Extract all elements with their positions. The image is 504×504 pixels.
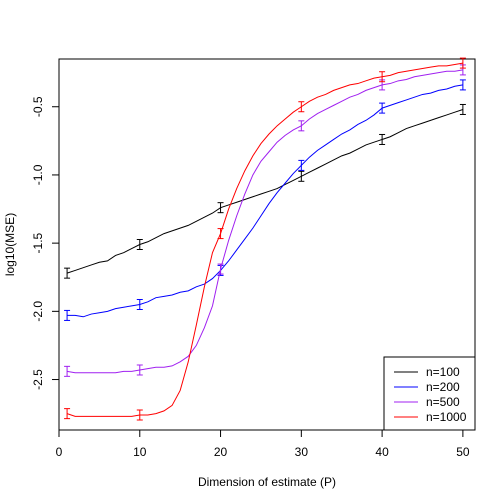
legend-box xyxy=(383,356,476,431)
series-n=500 xyxy=(64,64,466,377)
y-tick-label: -1.0 xyxy=(31,164,45,185)
series-line xyxy=(66,69,463,374)
series-n=100 xyxy=(64,103,466,279)
series-n=1000 xyxy=(64,57,466,421)
x-tick-label: 0 xyxy=(56,445,63,459)
y-axis-label: log10(MSE) xyxy=(3,213,17,276)
y-tick-label: -1.5 xyxy=(31,232,45,253)
x-axis-label: Dimension of estimate (P) xyxy=(198,475,336,489)
legend-label: n=500 xyxy=(426,395,460,409)
x-tick-label: 10 xyxy=(133,445,147,459)
y-tick-label: -2.5 xyxy=(31,369,45,390)
y-tick-label: -2.0 xyxy=(31,301,45,322)
x-axis: 0 10 20 30 40 50 xyxy=(56,429,470,459)
series-line xyxy=(67,84,463,318)
x-tick-label: 30 xyxy=(295,445,309,459)
legend-label: n=1000 xyxy=(426,410,467,424)
x-tick-label: 40 xyxy=(375,445,389,459)
legend-label: n=100 xyxy=(426,365,460,379)
series-n=200 xyxy=(64,79,466,321)
series-line xyxy=(66,62,463,417)
x-tick-label: 20 xyxy=(214,445,228,459)
legend-label: n=200 xyxy=(426,380,460,394)
series-layer xyxy=(64,57,466,421)
x-tick-label: 50 xyxy=(456,445,470,459)
y-tick-label: -0.5 xyxy=(31,96,45,117)
series-line xyxy=(66,108,464,274)
y-axis: -2.5 -2.0 -1.5 -1.0 -0.5 xyxy=(31,96,60,390)
